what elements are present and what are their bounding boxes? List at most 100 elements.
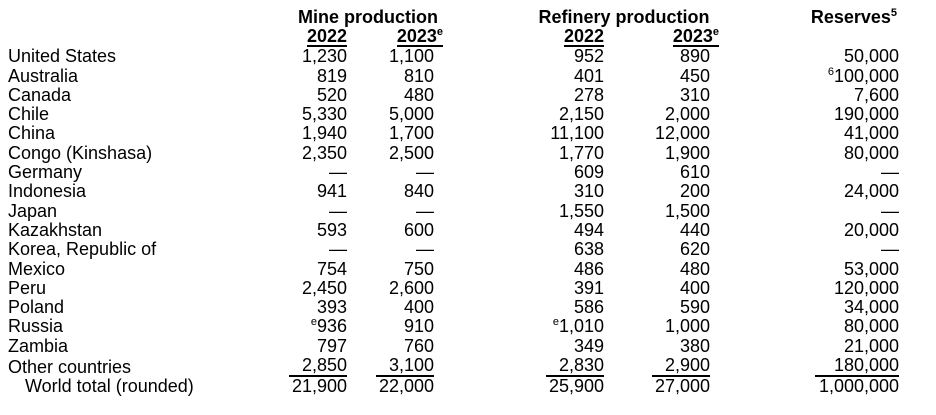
value-cell-reserves: 41,000 xyxy=(710,124,899,143)
cell-value: 2,350 xyxy=(302,143,347,163)
value-text: 7,600 xyxy=(853,84,900,105)
year-label: 2023 xyxy=(672,26,713,47)
value-text: 2,600 xyxy=(388,277,435,298)
value-text: — xyxy=(881,239,900,260)
value-text: — xyxy=(329,200,347,221)
cell-value: 819 xyxy=(317,66,347,86)
value-text: 5,330 xyxy=(301,104,347,125)
cell-value: 1,230 xyxy=(302,46,347,66)
year-label: 2022 xyxy=(563,26,605,47)
table-row: Korea, Republic of — — 638 620 — xyxy=(8,240,899,259)
cell-value: — xyxy=(329,239,347,259)
value-cell-mine-2022: 941 xyxy=(262,182,347,201)
cell-value: 450 xyxy=(680,66,710,86)
value-text: 5,000 xyxy=(388,104,435,125)
country-label: Russia xyxy=(8,316,64,337)
value-cell-mine-2023: 840 xyxy=(347,182,434,201)
country-label: Mexico xyxy=(8,258,66,279)
cell-value: 310 xyxy=(574,181,604,201)
cell-value: 593 xyxy=(317,220,347,240)
value-text: 80,000 xyxy=(843,316,900,337)
cell-value: 610 xyxy=(680,162,710,182)
value-text: 400 xyxy=(403,297,435,318)
country-header-spacer xyxy=(8,8,262,27)
cell-value: 11,100 xyxy=(550,123,604,143)
value-cell-mine-2022: 2,850 xyxy=(262,355,347,378)
value-cell-refinery-2022: 494 xyxy=(434,220,604,240)
value-cell-refinery-2022: 2,830 xyxy=(434,355,605,378)
value-cell-mine-2022: 5,330 xyxy=(262,105,347,124)
value-cell-refinery-2023: 450 xyxy=(604,66,710,86)
value-cell-reserves: 21,000 xyxy=(710,335,900,356)
value-cell-reserves: 50,000 xyxy=(710,47,899,66)
value-cell-refinery-2023: 12,000 xyxy=(604,124,710,143)
value-text: 620 xyxy=(679,239,711,260)
value-text: 21,000 xyxy=(843,335,900,356)
value-text: 480 xyxy=(679,258,711,279)
value-text: 11,100 xyxy=(550,123,605,144)
value-text: 600 xyxy=(403,219,435,240)
value-text: 952 xyxy=(573,46,605,67)
cell-value: 34,000 xyxy=(844,297,899,317)
value-text: 401 xyxy=(573,65,605,86)
country-cell: Other countries xyxy=(8,356,262,377)
value-text: 750 xyxy=(403,258,435,279)
table-row: Indonesia 941 840 310 200 24,000 xyxy=(8,182,899,201)
cell-value: 25,900 xyxy=(549,376,604,396)
value-text: 797 xyxy=(316,335,347,356)
table-body: United States 1,230 1,100 952 890 50,000 Austr… xyxy=(8,46,900,397)
cell-value: 941 xyxy=(317,181,347,201)
country-label: China xyxy=(8,123,56,144)
value-cell-refinery-2022: 310 xyxy=(434,182,604,201)
value-cell-refinery-2022: 1,550 xyxy=(434,201,604,221)
country-cell: Mexico xyxy=(8,258,262,279)
value-text: 200 xyxy=(679,181,711,202)
cell-value: 24,000 xyxy=(844,181,899,201)
year-header-row: 2022 2023e 2022 2023e xyxy=(8,26,899,48)
value-text: 586 xyxy=(573,297,605,318)
value-text: 349 xyxy=(573,335,605,356)
table-row: Congo (Kinshasa) 2,350 2,500 1,770 1,900 80,0… xyxy=(8,142,899,163)
value-cell-mine-2023: 2,500 xyxy=(347,143,434,163)
value-text: 609 xyxy=(573,162,605,183)
value-cell-refinery-2023: 2,000 xyxy=(604,105,710,124)
value-text: 53,000 xyxy=(843,258,900,279)
cell-value: 41,000 xyxy=(844,123,899,143)
cell-value: — xyxy=(416,239,434,259)
cell-value: 797 xyxy=(317,336,347,356)
value-cell-mine-2022: 1,230 xyxy=(262,47,347,66)
value-cell-mine-2022: 2,350 xyxy=(262,143,347,163)
value-text: 593 xyxy=(316,219,347,240)
reserves-header-spacer xyxy=(710,27,899,47)
cell-value: e1,010 xyxy=(553,316,604,336)
value-cell-mine-2022: — xyxy=(262,240,347,259)
cell-value: 200 xyxy=(680,181,710,201)
cell-value: 840 xyxy=(404,181,434,201)
value-text: 34,000 xyxy=(843,297,900,318)
cell-value: 400 xyxy=(680,278,710,298)
cell-value: 400 xyxy=(404,297,434,317)
value-cell-reserves: 120,000 xyxy=(710,278,899,298)
cell-value: 12,000 xyxy=(655,123,710,143)
value-cell-refinery-2023: 310 xyxy=(604,85,710,105)
value-text: 22,000 xyxy=(378,376,435,397)
cell-value: 1,000,000 xyxy=(819,376,899,396)
country-label: United States xyxy=(8,46,117,67)
value-cell-reserves: 7,600 xyxy=(710,84,900,105)
value-text: 21,900 xyxy=(291,376,347,397)
value-text: 2,150 xyxy=(558,104,605,125)
country-label: Other countries xyxy=(8,357,132,378)
value-cell-mine-2023: — xyxy=(347,240,434,259)
cell-value: 1,900 xyxy=(665,143,710,163)
value-cell-refinery-2022: 391 xyxy=(434,278,604,298)
cell-value: 190,000 xyxy=(834,104,899,124)
country-cell: Peru xyxy=(8,278,262,298)
value-cell-refinery-2023: 400 xyxy=(604,278,710,298)
value-cell-reserves: 190,000 xyxy=(710,105,899,124)
value-cell-mine-2023: 910 xyxy=(347,317,434,336)
value-footnote-sup: e xyxy=(552,316,559,329)
value-text: 2,850 xyxy=(301,355,347,376)
country-label: Congo (Kinshasa) xyxy=(8,142,153,163)
country-cell: Zambia xyxy=(8,336,262,356)
table-row: Mexico 754 750 486 480 53,000 xyxy=(8,258,900,279)
